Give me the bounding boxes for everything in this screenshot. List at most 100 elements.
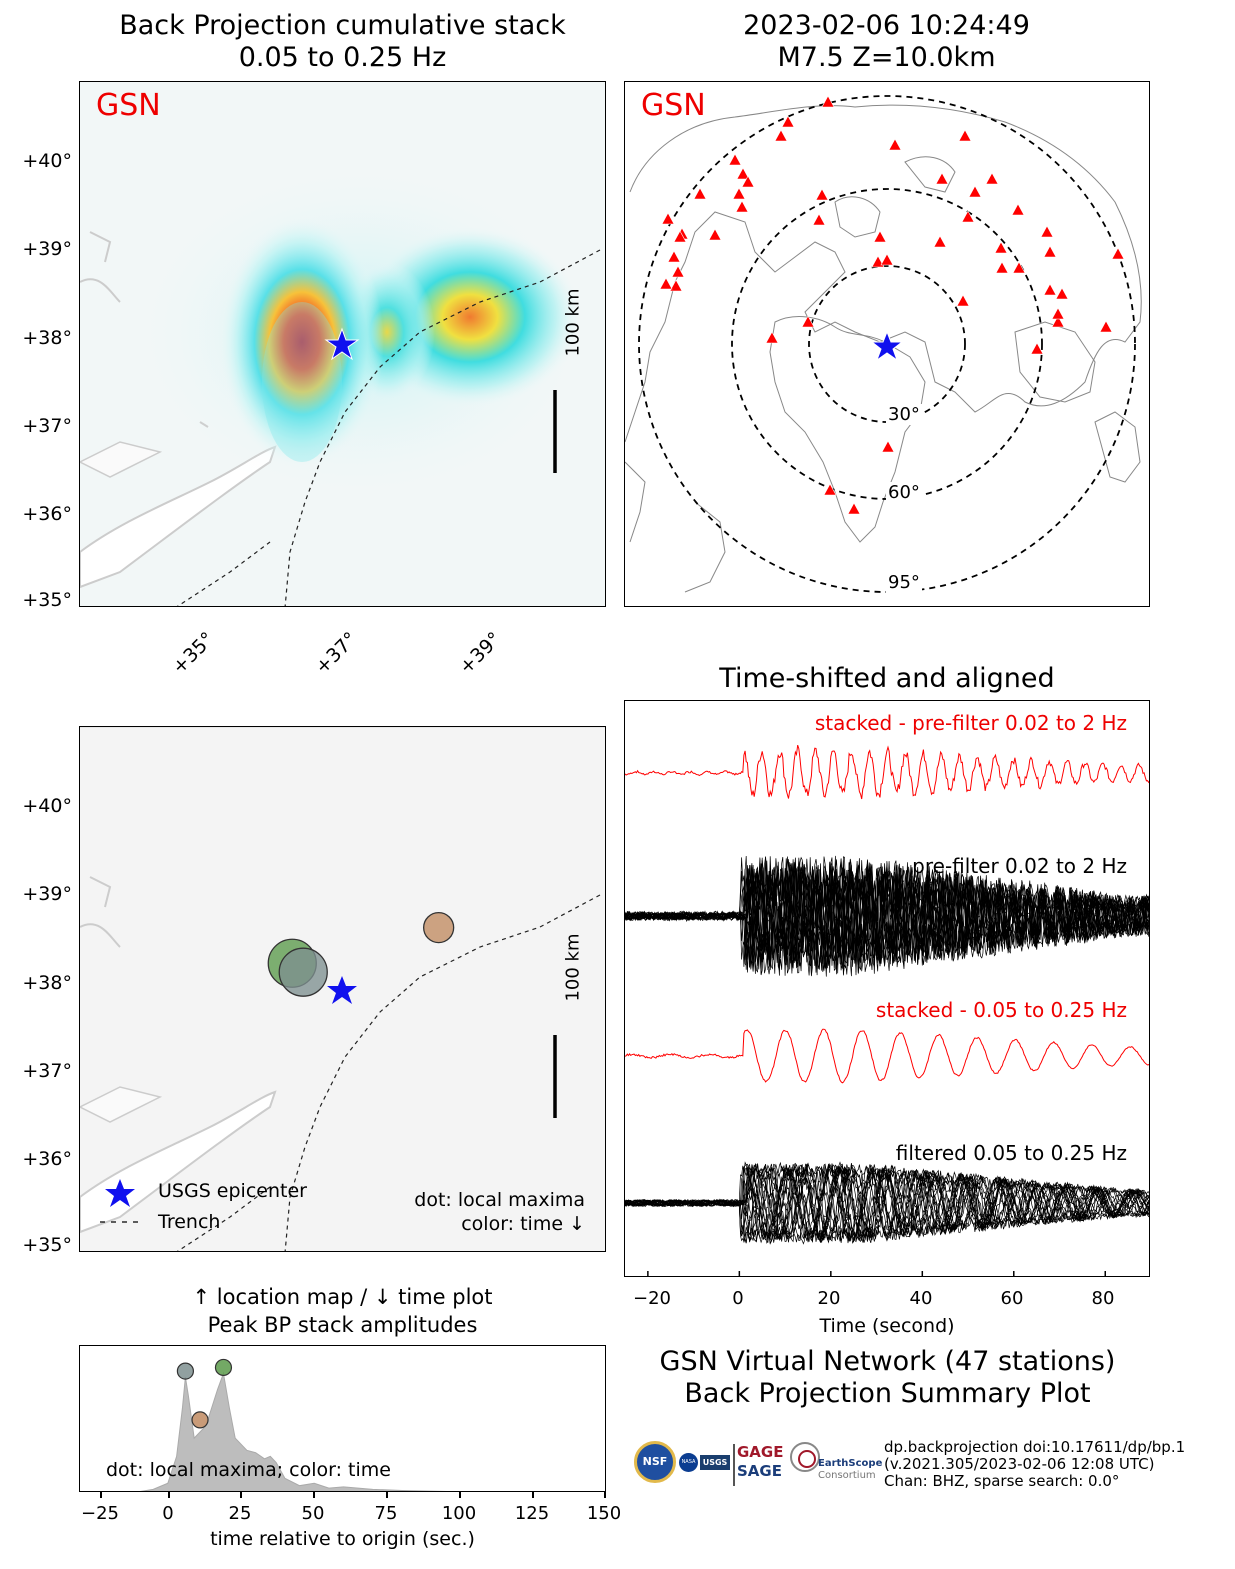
local-maxima-dot	[423, 911, 455, 944]
heatmap-lat-tick: +38°	[22, 327, 72, 349]
epicenter-star	[870, 330, 904, 362]
station-triangle	[871, 255, 885, 268]
heatmap-lat-tick: +40°	[22, 150, 72, 172]
station-triangle	[1111, 247, 1125, 260]
station-triangle	[994, 241, 1008, 254]
timeplot-x-tick: 150	[586, 1503, 622, 1524]
station-triangle	[1043, 245, 1057, 258]
maxima-lat-tick: +40°	[22, 795, 72, 817]
heatmap-svg	[80, 162, 601, 606]
waveform-trace	[625, 1028, 1149, 1084]
station-triangle	[847, 502, 861, 515]
station-triangle	[669, 279, 683, 292]
station-triangle	[671, 265, 685, 278]
timeplot-xlabel: time relative to origin (sec.)	[210, 1528, 475, 1550]
timeplot-maxima-dot	[176, 1362, 195, 1380]
waveform-trace	[625, 857, 1149, 974]
timeplot-x-tickmark	[386, 1492, 388, 1498]
station-map-network-label: GSN	[641, 88, 706, 123]
station-triangle	[1043, 283, 1057, 296]
usgs-logo: USGS	[700, 1455, 730, 1470]
maxima-lat-tick: +36°	[22, 1148, 72, 1170]
timeplot-x-tick: 25	[228, 1503, 252, 1524]
timeplot-x-tickmark	[313, 1492, 315, 1498]
timeplot-x-tickmark	[532, 1492, 534, 1498]
timeplot-x-tickmark	[459, 1492, 461, 1498]
maxima-scale-label: 100 km	[562, 933, 584, 1002]
station-triangle	[815, 188, 829, 201]
station-triangle	[673, 230, 687, 243]
station-triangle	[1055, 287, 1069, 300]
station-triangle	[1051, 315, 1065, 328]
waveform-trace	[625, 1163, 1149, 1244]
timeplot-x-tick: 125	[514, 1503, 550, 1524]
station-triangle	[985, 172, 999, 185]
logo-divider	[733, 1444, 735, 1486]
heatmap-lat-tick: +36°	[22, 503, 72, 525]
epicenter-star	[324, 327, 360, 361]
maxima-lat-tick: +37°	[22, 1060, 72, 1082]
footer-line3: Chan: BHZ, sparse search: 0.0°	[884, 1472, 1120, 1490]
waveforms-x-tick: 20	[817, 1288, 841, 1309]
gage-logo: GAGE	[737, 1443, 784, 1461]
station-triangle	[781, 115, 795, 128]
station-triangle	[765, 331, 779, 344]
station-triangle	[1051, 307, 1065, 320]
heatmap-lon-tick-37: +37°	[311, 627, 362, 679]
waveforms-x-tick: 60	[1000, 1288, 1024, 1309]
station-triangle	[667, 250, 681, 263]
footer-line2: (v.2021.305/2023-02-06 12:08 UTC)	[884, 1455, 1155, 1473]
station-triangle	[1011, 203, 1025, 216]
maxima-note-line2: color: time ↓	[461, 1213, 585, 1235]
heatmap-title-line1: Back Projection cumulative stack	[119, 10, 566, 41]
heatmap-lat-tick: +39°	[22, 238, 72, 260]
timeplot-title-line1: ↑ location map / ↓ time plot	[192, 1285, 493, 1309]
station-triangle	[1040, 225, 1054, 238]
heatmap-lat-tick: +37°	[22, 415, 72, 437]
waveforms-x-tick: 40	[909, 1288, 933, 1309]
waveform-trace	[625, 1163, 1149, 1242]
epicenter-star	[327, 976, 357, 1004]
station-triangle	[873, 230, 887, 243]
heatmap-network-label: GSN	[96, 88, 161, 123]
heatmap-scale-label: 100 km	[562, 288, 584, 357]
station-triangle	[888, 138, 902, 151]
trace-label-stacked-prefilter: stacked - pre-filter 0.02 to 2 Hz	[814, 711, 1127, 735]
station-triangle	[812, 213, 826, 226]
timeplot-maxima-dot	[214, 1358, 233, 1377]
legend-star-icon	[105, 1179, 135, 1207]
station-triangle	[1030, 342, 1044, 355]
station-triangle	[1012, 261, 1026, 274]
ring-label-30: 30°	[886, 404, 922, 425]
station-triangle	[801, 315, 815, 328]
station-triangle	[881, 440, 895, 453]
station-triangle	[995, 261, 1009, 274]
waveforms-title: Time-shifted and aligned	[719, 663, 1055, 694]
trace-label-stacked-filtered: stacked - 0.05 to 0.25 Hz	[875, 998, 1127, 1022]
sage-logo: SAGE	[737, 1462, 782, 1480]
station-triangle	[1099, 320, 1113, 333]
maxima-note-line1: dot: local maxima	[414, 1189, 585, 1211]
waveforms-panel: stacked - pre-filter 0.02 to 2 Hz pre-fi…	[624, 700, 1150, 1277]
timeplot-x-tick: 75	[374, 1503, 398, 1524]
maxima-lat-tick: +38°	[22, 972, 72, 994]
ring-label-95: 95°	[886, 572, 922, 593]
station-triangle	[736, 167, 750, 180]
earthscope-logo: EarthScope	[818, 1458, 883, 1469]
timeplot-x-tickmark	[100, 1492, 102, 1498]
summary-line1: GSN Virtual Network (47 stations)	[659, 1346, 1116, 1377]
station-triangle	[935, 172, 949, 185]
station-triangle	[659, 277, 673, 290]
station-triangle	[774, 129, 788, 142]
maxima-lat-tick: +39°	[22, 883, 72, 905]
heatmap-title-line2: 0.05 to 0.25 Hz	[238, 42, 447, 73]
timeplot-x-tickmark	[604, 1492, 606, 1498]
station-triangle	[933, 235, 947, 248]
summary-line2: Back Projection Summary Plot	[684, 1378, 1091, 1409]
station-triangle	[956, 294, 970, 307]
station-triangle	[958, 129, 972, 142]
consortium-logo: Consortium	[818, 1470, 876, 1481]
heatmap-lat-tick: +35°	[22, 589, 72, 611]
timeplot-svg	[140, 1358, 448, 1491]
waveforms-svg	[625, 744, 1149, 1276]
